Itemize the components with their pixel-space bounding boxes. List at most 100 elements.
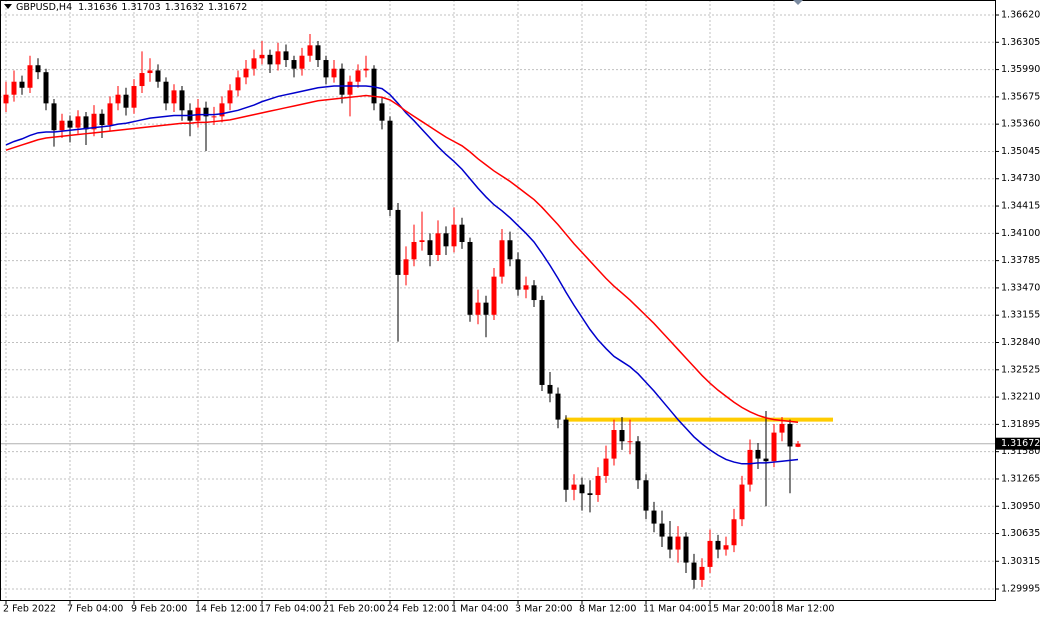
candle-body	[531, 285, 537, 301]
candle-body	[507, 240, 513, 260]
candle-body	[27, 65, 33, 88]
candle-body	[459, 224, 465, 242]
candle-body	[379, 103, 385, 121]
x-tick-label: 15 Mar 20:00	[707, 604, 770, 615]
candle-body	[643, 480, 649, 511]
candle-body	[203, 107, 209, 117]
candle-body	[395, 209, 401, 275]
candle-body	[363, 68, 369, 71]
candle-body	[739, 484, 745, 520]
x-tick-label: 9 Feb 20:00	[131, 604, 187, 615]
candle-body	[587, 493, 593, 495]
candle-body	[259, 54, 265, 59]
candle-body	[795, 443, 801, 447]
candle-body	[515, 259, 521, 290]
x-tick-label: 7 Feb 04:00	[67, 604, 123, 615]
candle-body	[579, 484, 585, 494]
grid	[0, 0, 995, 600]
price-tag-label: 1.31672	[1001, 438, 1040, 449]
candle-body	[675, 536, 681, 550]
plot-frame	[0, 0, 996, 601]
candle-body	[411, 241, 417, 260]
y-tick-label: 1.36305	[1001, 37, 1040, 48]
candle-body	[667, 536, 673, 550]
y-tick-label: 1.32210	[1001, 392, 1040, 403]
candle-body	[683, 536, 689, 563]
candle-body	[147, 70, 153, 74]
candle-body	[283, 51, 289, 61]
candle-body	[19, 81, 25, 88]
candle-body	[307, 45, 313, 56]
y-tick-label: 1.34415	[1001, 201, 1040, 212]
candle-body	[139, 73, 145, 87]
y-tick-label: 1.30315	[1001, 556, 1040, 567]
y-tick-label: 1.31580	[1001, 446, 1040, 457]
candle-body	[771, 432, 777, 462]
candle-body	[99, 113, 105, 126]
candle-body	[339, 68, 345, 95]
y-tick-label: 1.32525	[1001, 364, 1040, 375]
x-tick-label: 17 Feb 04:00	[259, 604, 321, 615]
candle-body	[499, 240, 505, 277]
candle-body	[163, 81, 169, 104]
candle-body	[547, 384, 553, 394]
candle-body	[595, 475, 601, 495]
candle-body	[779, 423, 785, 433]
candle-body	[75, 116, 81, 128]
candle-body	[3, 94, 9, 104]
shift-marker	[793, 0, 803, 5]
y-tick-label: 1.31265	[1001, 473, 1040, 484]
header: GBPUSD,H4 1.31636 1.31703 1.31632 1.31672	[16, 2, 247, 13]
candle-body	[267, 54, 273, 65]
candle-body	[491, 276, 497, 315]
candle-body	[611, 430, 617, 459]
low: 1.31632	[165, 2, 204, 13]
candle-body	[691, 562, 697, 580]
candle-body	[571, 484, 577, 490]
y-tick-label: 1.30635	[1001, 528, 1040, 539]
y-tick-label: 1.35360	[1001, 119, 1040, 130]
candle-body	[131, 86, 137, 108]
x-tick-label: 24 Feb 12:00	[387, 604, 449, 615]
candle-body	[731, 519, 737, 546]
candle-body	[563, 419, 569, 490]
candle-body	[723, 545, 729, 550]
candle-body	[107, 103, 113, 126]
y-tick-label: 1.36620	[1001, 9, 1040, 20]
candle-body	[347, 81, 353, 95]
candle-body	[555, 393, 561, 420]
candle-body	[651, 510, 657, 524]
y-tick-label: 1.29995	[1001, 583, 1040, 594]
symbol: GBPUSD,H4	[16, 2, 72, 13]
candle-body	[323, 60, 329, 78]
candle-body	[435, 233, 441, 255]
candle-body	[115, 94, 121, 104]
candle-body	[467, 241, 473, 315]
candle-body	[171, 90, 177, 104]
candle-body	[227, 90, 233, 104]
x-tick-label: 11 Mar 04:00	[643, 604, 706, 615]
y-tick-label: 1.35675	[1001, 91, 1040, 102]
candle-body	[403, 259, 409, 275]
y-tick-label: 1.31895	[1001, 419, 1040, 430]
x-tick-label: 18 Mar 12:00	[771, 604, 834, 615]
candle-body	[603, 458, 609, 476]
candle-body	[523, 285, 529, 290]
candle-body	[43, 72, 49, 104]
candle-body	[179, 90, 185, 111]
candle-body	[35, 65, 41, 73]
candle-body	[699, 566, 705, 580]
y-tick-label: 1.33155	[1001, 310, 1040, 321]
candle-body	[59, 120, 65, 131]
candle-body	[763, 458, 769, 462]
candle-body	[355, 70, 361, 82]
candle-body	[331, 68, 337, 78]
candle-body	[787, 423, 793, 447]
menu-icon[interactable]	[4, 4, 12, 9]
candle-body	[11, 81, 17, 95]
y-tick-label: 1.35045	[1001, 146, 1040, 157]
candle-body	[387, 120, 393, 210]
candle-body	[51, 103, 57, 131]
